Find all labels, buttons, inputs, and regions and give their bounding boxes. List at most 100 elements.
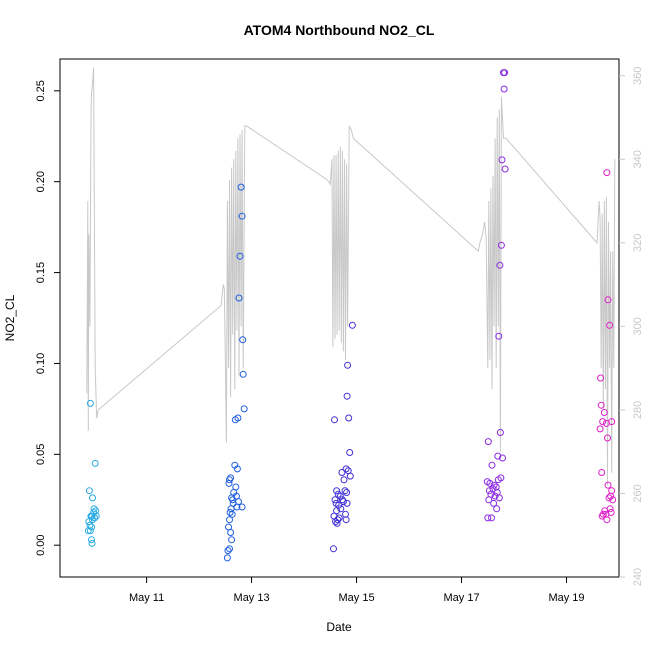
data-point-group-2 xyxy=(233,465,241,473)
data-point-group-3 xyxy=(348,321,356,329)
data-point-group-3 xyxy=(345,414,353,422)
data-point-group-1 xyxy=(89,494,96,502)
data-point-group-3 xyxy=(332,518,340,526)
data-point-group-3 xyxy=(346,449,354,456)
data-point-group-1 xyxy=(86,399,94,407)
data-point-group-3 xyxy=(343,499,351,507)
x-tick-label: May 11 xyxy=(129,592,164,604)
x-tick-label: May 17 xyxy=(443,592,479,604)
plot-frame xyxy=(59,58,620,578)
y2-tick-label: 300 xyxy=(632,317,644,335)
data-point-group-3 xyxy=(346,472,354,480)
data-point-group-3 xyxy=(341,487,349,495)
data-point-group-4 xyxy=(484,438,492,446)
data-point-group-4 xyxy=(485,487,493,495)
data-point-group-3 xyxy=(334,516,342,524)
data-point-group-3 xyxy=(344,361,352,369)
data-point-group-1 xyxy=(85,487,93,495)
data-point-group-4 xyxy=(496,429,504,436)
y2-tick-label: 320 xyxy=(632,234,644,252)
data-point-group-2 xyxy=(239,336,247,344)
chart-title: ATOM4 Northbound NO2_CL xyxy=(244,22,435,38)
data-point-group-4 xyxy=(501,165,509,173)
data-point-group-2 xyxy=(240,405,248,413)
data-point-group-5 xyxy=(600,409,608,416)
data-point-group-2 xyxy=(226,516,233,524)
x-axis-label: Date xyxy=(326,620,352,634)
data-point-group-2 xyxy=(226,509,234,516)
data-point-group-5 xyxy=(597,401,605,409)
data-point-group-4 xyxy=(486,479,494,487)
data-point-group-3 xyxy=(333,487,341,495)
data-point-group-3 xyxy=(333,519,341,527)
data-point-group-4 xyxy=(494,476,502,484)
y2-tick-label: 340 xyxy=(632,150,644,168)
data-point-group-4 xyxy=(491,492,499,500)
secondary-series-line xyxy=(86,67,616,486)
x-tick-label: May 13 xyxy=(234,592,270,604)
y-tick-label: 0.15 xyxy=(35,262,47,283)
axes-layer: May 11 May 13 May 15 May 17 May 19 0.00 0.05 0.… xyxy=(35,67,644,604)
data-point-group-2 xyxy=(224,547,232,555)
data-point-group-5 xyxy=(599,510,607,518)
data-point-group-4 xyxy=(499,454,506,462)
points-layer xyxy=(84,69,617,562)
data-point-group-5 xyxy=(597,374,605,382)
data-point-group-4 xyxy=(490,499,498,507)
data-point-group-4 xyxy=(496,261,504,269)
data-point-group-2 xyxy=(238,503,246,511)
data-point-group-1 xyxy=(92,507,100,515)
data-point-group-4 xyxy=(485,496,493,504)
data-point-group-5 xyxy=(606,321,614,329)
data-point-group-3 xyxy=(342,465,350,473)
data-point-group-4 xyxy=(500,85,508,93)
data-point-group-2 xyxy=(236,252,244,260)
data-point-group-1 xyxy=(88,523,95,531)
data-point-group-1 xyxy=(88,536,95,544)
data-point-group-3 xyxy=(342,516,350,524)
data-point-group-5 xyxy=(598,469,606,476)
data-point-group-2 xyxy=(223,554,231,562)
data-point-group-1 xyxy=(92,512,100,520)
data-point-group-1 xyxy=(84,527,92,535)
y2-tick-label: 240 xyxy=(632,568,644,586)
data-point-group-3 xyxy=(330,545,337,553)
data-point-group-1 xyxy=(88,539,96,547)
data-point-group-3 xyxy=(343,392,351,400)
data-point-group-3 xyxy=(336,492,344,500)
data-point-group-4 xyxy=(495,332,503,340)
y-tick-label: 0.05 xyxy=(35,444,47,465)
y-tick-label: 0.00 xyxy=(35,534,47,555)
data-point-group-3 xyxy=(334,490,342,498)
data-point-group-3 xyxy=(339,498,347,506)
data-point-group-2 xyxy=(226,545,233,553)
data-point-group-2 xyxy=(238,212,246,220)
data-point-group-5 xyxy=(603,169,611,177)
data-point-group-5 xyxy=(604,296,612,304)
data-point-group-5 xyxy=(605,494,613,502)
data-point-group-4 xyxy=(498,156,506,164)
secondary-series-layer xyxy=(86,67,616,486)
y2-tick-label: 260 xyxy=(632,484,644,502)
data-point-group-3 xyxy=(338,469,346,476)
data-point-group-1 xyxy=(90,505,98,513)
data-point-group-3 xyxy=(333,507,341,515)
y-axis-label: NO2_CL xyxy=(3,294,17,341)
data-point-group-2 xyxy=(228,510,236,518)
data-point-group-2 xyxy=(227,529,235,536)
data-point-group-3 xyxy=(340,476,348,484)
data-point-group-5 xyxy=(601,507,609,515)
data-point-group-2 xyxy=(228,536,236,544)
data-point-group-5 xyxy=(604,434,611,442)
y-tick-label: 0.10 xyxy=(35,353,47,374)
data-point-group-5 xyxy=(607,492,615,500)
data-point-group-3 xyxy=(331,496,339,504)
data-point-group-2 xyxy=(231,416,239,424)
data-point-group-1 xyxy=(91,459,99,467)
data-point-group-5 xyxy=(604,481,612,489)
data-point-group-5 xyxy=(609,496,617,504)
x-tick-label: May 15 xyxy=(339,592,375,604)
y2-tick-label: 280 xyxy=(632,401,644,419)
data-point-group-4 xyxy=(497,241,505,249)
